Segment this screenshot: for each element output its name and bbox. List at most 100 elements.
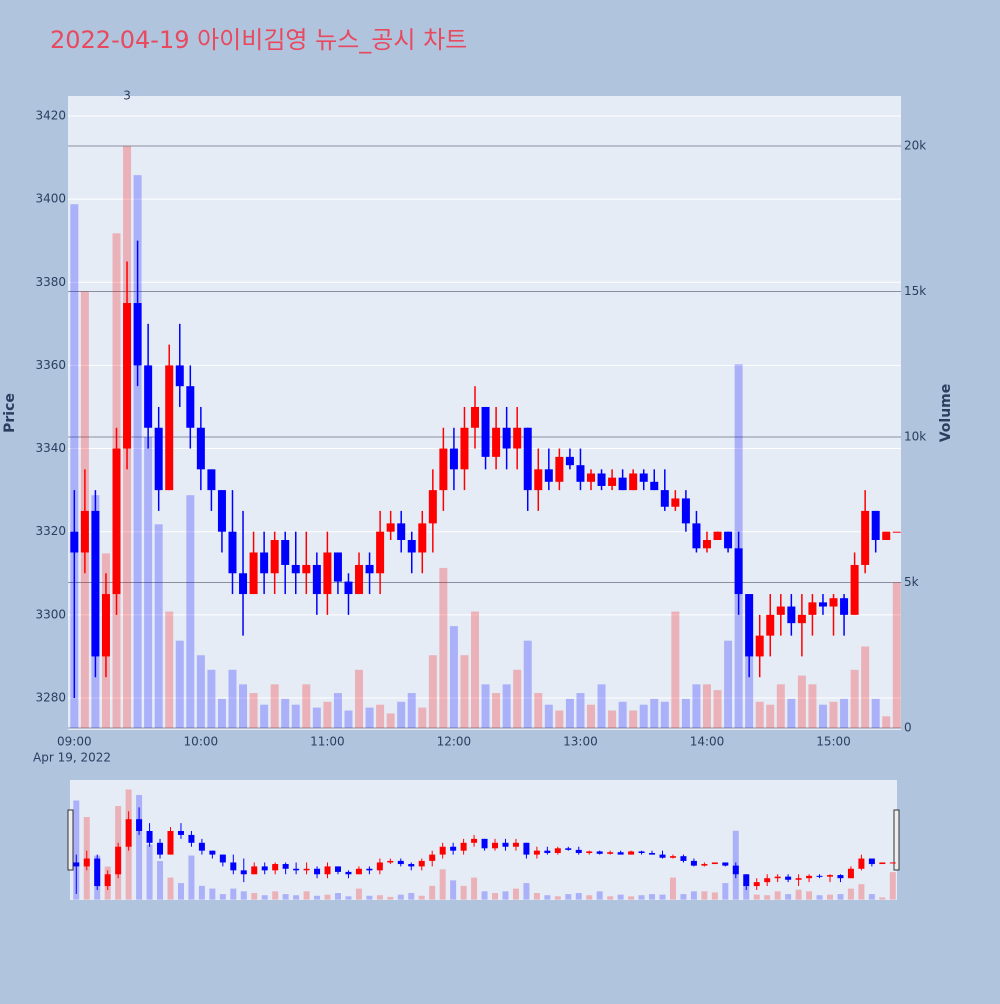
candle-body <box>871 510 880 541</box>
mini-candle-body <box>575 849 582 854</box>
mini-volume-bar <box>251 893 258 900</box>
mini-candle-body <box>167 830 174 855</box>
range-handle[interactable] <box>67 809 74 871</box>
mini-candle-body <box>607 852 614 854</box>
mini-candle-body <box>439 846 446 855</box>
volume-bar <box>154 524 163 728</box>
x-tick-label: 14:00 <box>690 735 725 749</box>
mini-volume-bar <box>586 895 593 900</box>
mini-volume-bar <box>209 888 216 900</box>
mini-candle-body <box>701 864 708 866</box>
volume-bar <box>344 710 353 728</box>
candle-body <box>239 573 248 595</box>
volume-bar <box>449 626 458 728</box>
mini-volume-bar <box>219 894 226 900</box>
mini-volume-bar <box>471 877 478 900</box>
mini-volume-bar <box>460 885 467 900</box>
volume-bar <box>544 704 553 728</box>
x-date-label: Apr 19, 2022 <box>33 751 111 765</box>
mini-candle-body <box>136 819 143 831</box>
mini-candle-body <box>858 858 865 869</box>
mini-candle-body <box>680 856 687 861</box>
volume-bar <box>555 710 564 728</box>
candle-body <box>734 548 743 595</box>
mini-volume-bar <box>680 894 687 900</box>
mini-candle-body <box>209 850 216 855</box>
mini-candle-body <box>523 842 530 855</box>
mini-volume-bar <box>293 895 300 900</box>
mini-candle-body <box>115 846 122 875</box>
candle-body <box>576 465 585 482</box>
volume-bar <box>797 675 806 728</box>
mini-candle-body <box>659 854 666 858</box>
mini-volume-bar <box>282 894 289 900</box>
mini-candle-body <box>125 819 132 847</box>
mini-candle-body <box>397 860 404 865</box>
candle-body <box>175 365 184 387</box>
range-handle[interactable] <box>893 809 900 871</box>
mini-volume-bar <box>827 894 834 900</box>
candle-body <box>555 456 564 482</box>
volume-bar <box>165 611 174 728</box>
mini-volume-bar <box>795 889 802 900</box>
mini-volume-bar <box>408 893 415 900</box>
candle-body <box>882 531 891 541</box>
mini-volume-bar <box>533 893 540 900</box>
volume-bar <box>871 698 880 728</box>
mini-candle-body <box>669 856 676 858</box>
volume-bar <box>671 611 680 728</box>
volume-bar <box>460 655 469 728</box>
mini-candle-body <box>418 860 425 867</box>
candle-body <box>80 510 89 553</box>
mini-volume-bar <box>774 891 781 900</box>
mini-candle-body <box>806 875 813 879</box>
volume-bar <box>618 701 627 728</box>
mini-volume-bar <box>711 892 718 900</box>
mini-candle-body <box>230 862 237 871</box>
mini-candle-body <box>586 851 593 854</box>
volume-bar <box>745 640 754 728</box>
candle-body <box>302 564 311 574</box>
x-tick-label: 10:00 <box>184 735 219 749</box>
y-tick-label: 3380 <box>35 275 66 289</box>
candle-body <box>207 469 216 491</box>
volume-bar <box>650 698 659 728</box>
volume-bar <box>724 640 733 728</box>
volume-bar <box>471 611 480 728</box>
volume-bar <box>228 669 237 728</box>
candle-body <box>323 552 332 595</box>
mini-volume-bar <box>450 880 457 900</box>
candle-body <box>355 564 364 595</box>
volume-bar <box>713 690 722 728</box>
candle-body <box>639 473 648 482</box>
candle-body <box>249 552 258 595</box>
candle-body <box>745 594 754 657</box>
mini-candle-body <box>198 842 205 851</box>
candle-body <box>513 427 522 449</box>
volume-bar <box>386 713 395 728</box>
volume-bar <box>270 684 279 728</box>
mini-candle-body <box>272 864 279 871</box>
mini-candle-body <box>376 862 383 871</box>
mini-volume-bar <box>334 893 341 900</box>
mini-volume-bar <box>701 891 708 900</box>
mini-candle-body <box>355 868 362 875</box>
volume-bar <box>217 698 226 728</box>
mini-volume-bar <box>198 885 205 900</box>
volume-bar <box>850 669 859 728</box>
mini-volume-bar <box>167 877 174 900</box>
mini-candle-body <box>753 882 760 887</box>
y2-tick-label: 0 <box>904 720 912 734</box>
volume-bar <box>787 698 796 728</box>
candle-body <box>270 540 279 574</box>
volume-bar <box>818 704 827 728</box>
mini-volume-bar <box>73 800 80 900</box>
volume-bar <box>629 710 638 728</box>
volume-bar <box>397 701 406 728</box>
candle-body <box>671 498 680 507</box>
volume-bar <box>481 684 490 728</box>
mini-candle-body <box>314 868 321 875</box>
volume-bar <box>776 684 785 728</box>
mini-candle-body <box>847 868 854 879</box>
candle-body <box>850 564 859 615</box>
